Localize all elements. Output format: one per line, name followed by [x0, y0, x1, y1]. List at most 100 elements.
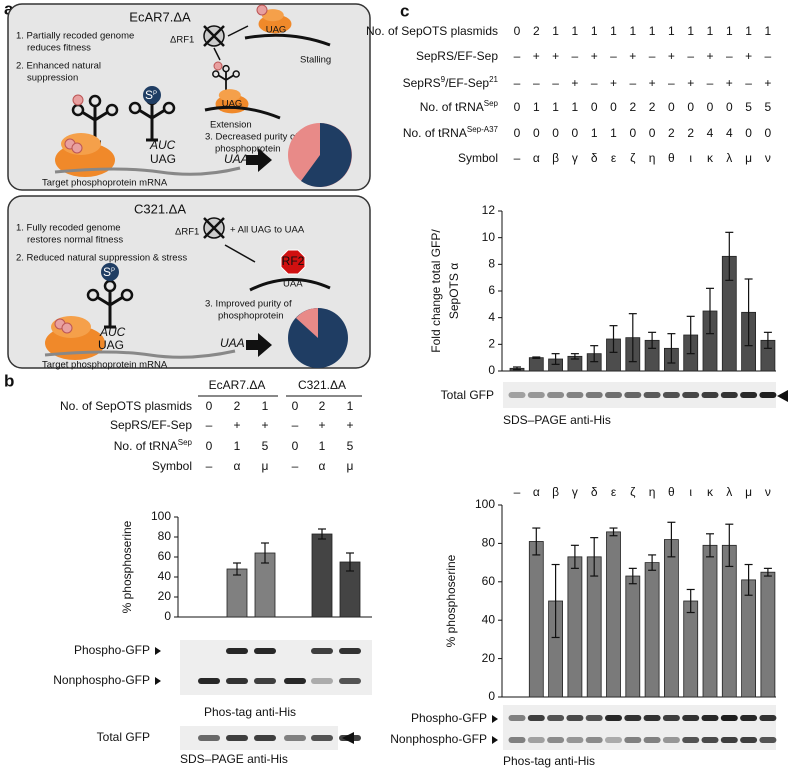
gel-caption: Phos-tag anti-His	[204, 705, 296, 719]
cell: 1	[687, 24, 694, 38]
cell: 0	[552, 126, 559, 140]
y-tick-label: 8	[488, 257, 495, 271]
error-bar	[609, 527, 618, 537]
x-tick-label: θ	[668, 485, 675, 499]
row-label: Symbol	[458, 151, 498, 165]
cell: 1	[262, 399, 269, 413]
gel-band	[547, 715, 565, 721]
cell: λ	[726, 151, 732, 165]
anticodon: AUC	[149, 138, 176, 152]
row-label: No. of tRNASep-A37	[403, 125, 499, 141]
cell: +	[533, 49, 540, 63]
gel-band	[226, 735, 248, 741]
y-tick-label: 0	[488, 689, 495, 703]
band-pointer	[777, 390, 788, 402]
error-bar	[706, 533, 714, 558]
y-tick-label: 10	[482, 230, 496, 244]
cell: ν	[765, 151, 771, 165]
ps-label: SP	[103, 265, 115, 279]
y-tick-label: 80	[482, 536, 496, 550]
gel-band	[508, 737, 526, 743]
group-header: C321.ΔA	[298, 378, 346, 392]
cell: –	[707, 76, 714, 90]
label-part: Symbol	[458, 151, 498, 165]
y-tick-label: 40	[482, 612, 496, 626]
note: restores normal fitness	[27, 235, 123, 246]
cell: +	[346, 418, 353, 432]
cell: –	[726, 49, 733, 63]
cell: 1	[591, 24, 598, 38]
superscript: Sep	[178, 438, 193, 447]
label-part: No. of tRNA	[420, 100, 484, 114]
group-header: EcAR7.ΔA	[209, 378, 266, 392]
cell: μ	[262, 459, 269, 473]
gel-band	[643, 715, 661, 721]
cell: –	[292, 459, 299, 473]
ps-label: SP	[145, 88, 157, 102]
cell: 0	[514, 126, 521, 140]
x-tick-label: κ	[707, 485, 714, 499]
cell: +	[610, 76, 617, 90]
cell: 0	[572, 126, 579, 140]
cell: 0	[292, 439, 299, 453]
y-tick-label: 100	[475, 497, 495, 511]
error-bar	[590, 537, 599, 577]
gel-band	[701, 392, 719, 398]
delta-label: ΔRF1	[175, 227, 199, 238]
gel-band	[339, 648, 361, 654]
row-label: SepRS/EF-Sep	[110, 418, 192, 432]
gel-band	[759, 737, 777, 743]
cell: 0	[206, 399, 213, 413]
panel-label: a	[4, 0, 14, 18]
x-tick-label: ζ	[630, 485, 636, 499]
error-bar	[233, 562, 241, 576]
error-bar	[318, 528, 326, 540]
gel-band	[585, 392, 603, 398]
error-bar	[648, 331, 657, 349]
bar	[664, 539, 679, 698]
note: 3. Decreased purity of	[205, 132, 298, 143]
superscript: Sep	[484, 99, 499, 108]
gel-band	[339, 678, 361, 684]
gel-band	[566, 392, 584, 398]
gel-band	[527, 715, 545, 721]
error-bar	[686, 315, 695, 355]
gel-label: Total GFP	[97, 730, 150, 744]
delta-label: ΔRF1	[170, 35, 194, 46]
gel-band	[720, 715, 738, 721]
cell: ι	[689, 151, 692, 165]
cell: 0	[707, 100, 714, 114]
cell: 1	[707, 24, 714, 38]
mrna	[44, 349, 236, 359]
bar	[586, 556, 602, 698]
gel-band	[585, 737, 603, 743]
cell: –	[514, 151, 521, 165]
bar	[741, 579, 756, 698]
gel-band	[682, 715, 700, 721]
gel-band	[701, 737, 719, 743]
cell: α	[319, 459, 326, 473]
amino-acid	[72, 94, 84, 106]
cell: 0	[687, 100, 694, 114]
gel-band	[759, 715, 777, 721]
mrna	[249, 278, 331, 292]
cell: 1	[765, 24, 772, 38]
gel-label: Nonphospho-GFP	[53, 673, 150, 687]
label-part: SepRS/EF-Sep	[416, 49, 498, 63]
codon: UAA	[220, 336, 245, 350]
bar	[683, 600, 699, 698]
cell: +	[706, 49, 713, 63]
cell: ε	[611, 151, 617, 165]
cell: 1	[649, 24, 656, 38]
gel-band	[720, 737, 738, 743]
gel-band	[740, 737, 758, 743]
note: 2. Reduced natural suppression & stress	[16, 253, 187, 264]
cell: 1	[610, 24, 617, 38]
mrna-label: Target phosphoprotein mRNA	[42, 178, 168, 189]
amino-acid	[213, 61, 223, 71]
cell: 1	[629, 24, 636, 38]
arrow	[246, 333, 272, 357]
gel-band	[662, 715, 680, 721]
cell: +	[261, 418, 268, 432]
